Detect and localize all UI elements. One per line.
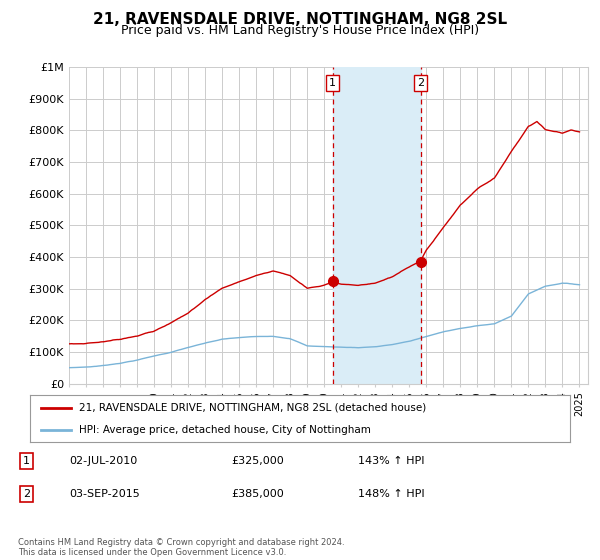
Text: 2: 2 [23, 489, 30, 499]
Text: 1: 1 [329, 78, 336, 88]
Text: 143% ↑ HPI: 143% ↑ HPI [358, 456, 424, 466]
Text: 21, RAVENSDALE DRIVE, NOTTINGHAM, NG8 2SL (detached house): 21, RAVENSDALE DRIVE, NOTTINGHAM, NG8 2S… [79, 403, 426, 413]
Text: Price paid vs. HM Land Registry's House Price Index (HPI): Price paid vs. HM Land Registry's House … [121, 24, 479, 36]
Text: 03-SEP-2015: 03-SEP-2015 [70, 489, 140, 499]
Text: £385,000: £385,000 [231, 489, 284, 499]
Text: 148% ↑ HPI: 148% ↑ HPI [358, 489, 424, 499]
Text: 02-JUL-2010: 02-JUL-2010 [70, 456, 138, 466]
Text: 1: 1 [23, 456, 30, 466]
Text: Contains HM Land Registry data © Crown copyright and database right 2024.
This d: Contains HM Land Registry data © Crown c… [18, 538, 344, 557]
Bar [333, 67, 421, 384]
Text: HPI: Average price, detached house, City of Nottingham: HPI: Average price, detached house, City… [79, 424, 370, 435]
Text: £325,000: £325,000 [231, 456, 284, 466]
Text: 2: 2 [417, 78, 424, 88]
Text: 21, RAVENSDALE DRIVE, NOTTINGHAM, NG8 2SL: 21, RAVENSDALE DRIVE, NOTTINGHAM, NG8 2S… [93, 12, 507, 27]
